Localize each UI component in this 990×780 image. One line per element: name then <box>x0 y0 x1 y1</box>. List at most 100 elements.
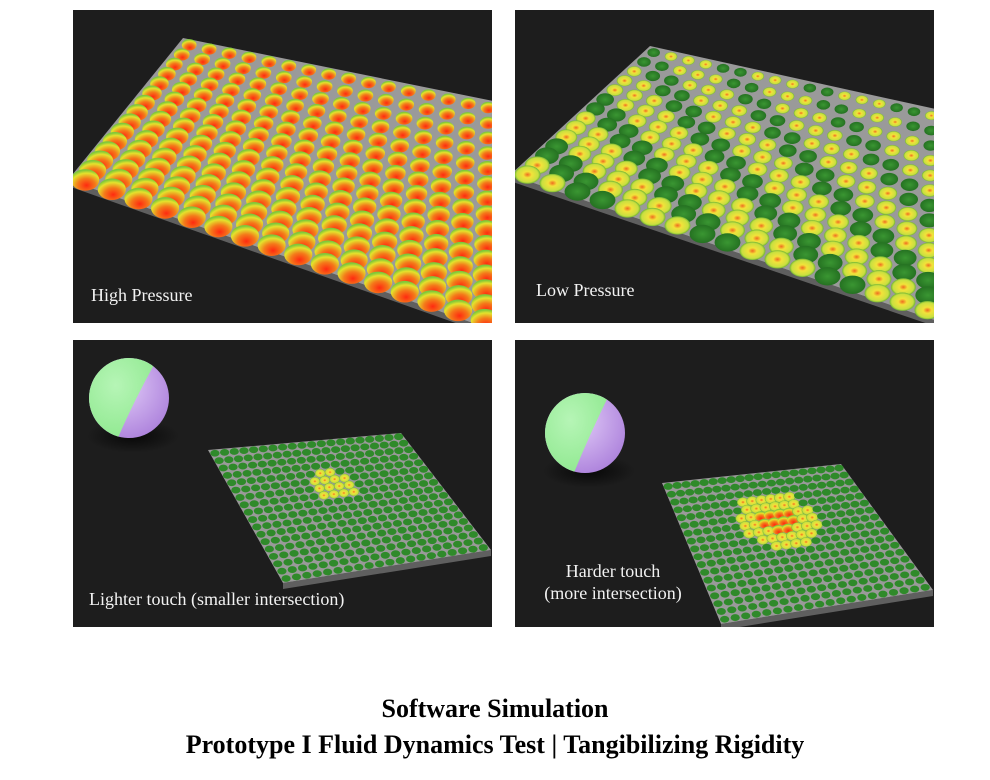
idle-bump <box>249 500 259 508</box>
idle-bump <box>821 520 831 527</box>
idle-bump <box>297 442 307 449</box>
touch-ball <box>543 393 635 488</box>
pressure-bump <box>281 110 300 125</box>
idle-bump <box>332 512 343 520</box>
idle-bump <box>228 463 238 471</box>
idle-bump <box>473 537 483 545</box>
idle-bump <box>247 461 258 469</box>
idle-bump <box>323 568 333 576</box>
idle-bump <box>790 556 800 563</box>
pressure-bump <box>734 67 747 77</box>
idle-bump <box>362 524 372 532</box>
idle-bump <box>845 509 855 516</box>
pressure-bump <box>657 110 675 123</box>
activated-bump <box>783 491 796 502</box>
idle-bump <box>343 565 353 573</box>
idle-bump <box>895 564 905 572</box>
pressure-bump <box>804 207 827 223</box>
idle-bump <box>258 514 268 522</box>
pressure-bump <box>705 110 722 123</box>
pressure-bump <box>914 301 934 320</box>
idle-bump <box>869 513 880 521</box>
pressure-bump <box>221 47 237 59</box>
idle-bump <box>323 498 334 506</box>
idle-bump <box>716 558 726 566</box>
pressure-bump <box>403 198 427 217</box>
pressure-bump <box>661 136 682 151</box>
idle-bump <box>792 579 802 587</box>
idle-bump <box>353 510 363 518</box>
pressure-bump <box>915 286 934 305</box>
idle-bump <box>890 557 900 565</box>
idle-bump <box>769 599 779 607</box>
pressure-bump <box>539 173 566 193</box>
activated-bump <box>758 518 771 529</box>
pressure-bump <box>854 194 875 209</box>
idle-bump <box>308 562 318 570</box>
idle-bump <box>258 445 268 453</box>
idle-bump <box>389 440 399 448</box>
idle-bump <box>384 462 394 470</box>
pressure-bump <box>816 100 831 110</box>
idle-bump <box>803 491 813 498</box>
idle-bump <box>361 539 371 547</box>
idle-bump <box>770 558 780 566</box>
idle-bump <box>320 461 331 469</box>
idle-bump <box>803 475 813 483</box>
pressure-bump <box>849 121 864 133</box>
activated-bump <box>805 528 818 539</box>
pressure-bump <box>669 126 689 140</box>
idle-bump <box>853 570 864 578</box>
pressure-bump <box>298 127 319 143</box>
pressure-bump <box>337 262 366 284</box>
idle-bump <box>727 606 737 614</box>
pressure-bump <box>470 308 492 323</box>
idle-bump <box>296 456 306 464</box>
pressure-bump <box>214 57 231 70</box>
idle-bump <box>312 570 322 578</box>
idle-bump <box>831 503 841 511</box>
idle-bump <box>222 471 233 479</box>
idle-bump <box>316 454 326 462</box>
idle-bump <box>286 526 296 534</box>
idle-bump <box>417 523 428 531</box>
idle-bump <box>890 541 900 549</box>
panel-label-high-pressure: High Pressure <box>91 285 193 305</box>
idle-bump <box>239 447 249 455</box>
idle-bump <box>387 528 397 536</box>
activated-bump <box>314 484 325 493</box>
pressure-bump <box>432 163 452 179</box>
idle-bump <box>796 587 806 595</box>
panel-label-harder-touch: Harder touch (more intersection) <box>533 560 693 604</box>
idle-bump <box>746 554 756 562</box>
activated-bump <box>754 511 767 521</box>
idle-bump <box>280 535 291 543</box>
pressure-bump <box>645 70 661 82</box>
idle-bump <box>374 435 384 442</box>
pressure-bump <box>286 98 304 113</box>
pressure-bump <box>754 205 778 222</box>
pressure-bump <box>756 98 772 109</box>
idle-bump <box>413 459 424 467</box>
low-pressure-render <box>515 46 934 323</box>
idle-bump <box>722 549 733 557</box>
idle-bump <box>910 585 920 593</box>
pressure-bump <box>922 154 934 167</box>
idle-bump <box>324 552 334 560</box>
idle-bump <box>411 547 421 554</box>
pressure-bump <box>377 93 394 107</box>
idle-bump <box>276 528 286 535</box>
idle-bump <box>723 508 733 516</box>
pressure-bump <box>387 151 408 167</box>
idle-bump <box>417 538 427 546</box>
pressure-bump <box>204 215 233 238</box>
idle-bump <box>448 505 459 512</box>
pressure-bump <box>838 91 851 101</box>
idle-bump <box>299 494 309 502</box>
idle-bump <box>894 580 904 587</box>
pressure-bump <box>892 264 917 281</box>
idle-bump <box>317 522 327 530</box>
activated-bump <box>338 488 350 498</box>
pressure-bump <box>395 111 413 125</box>
pressure-bump <box>324 121 344 136</box>
